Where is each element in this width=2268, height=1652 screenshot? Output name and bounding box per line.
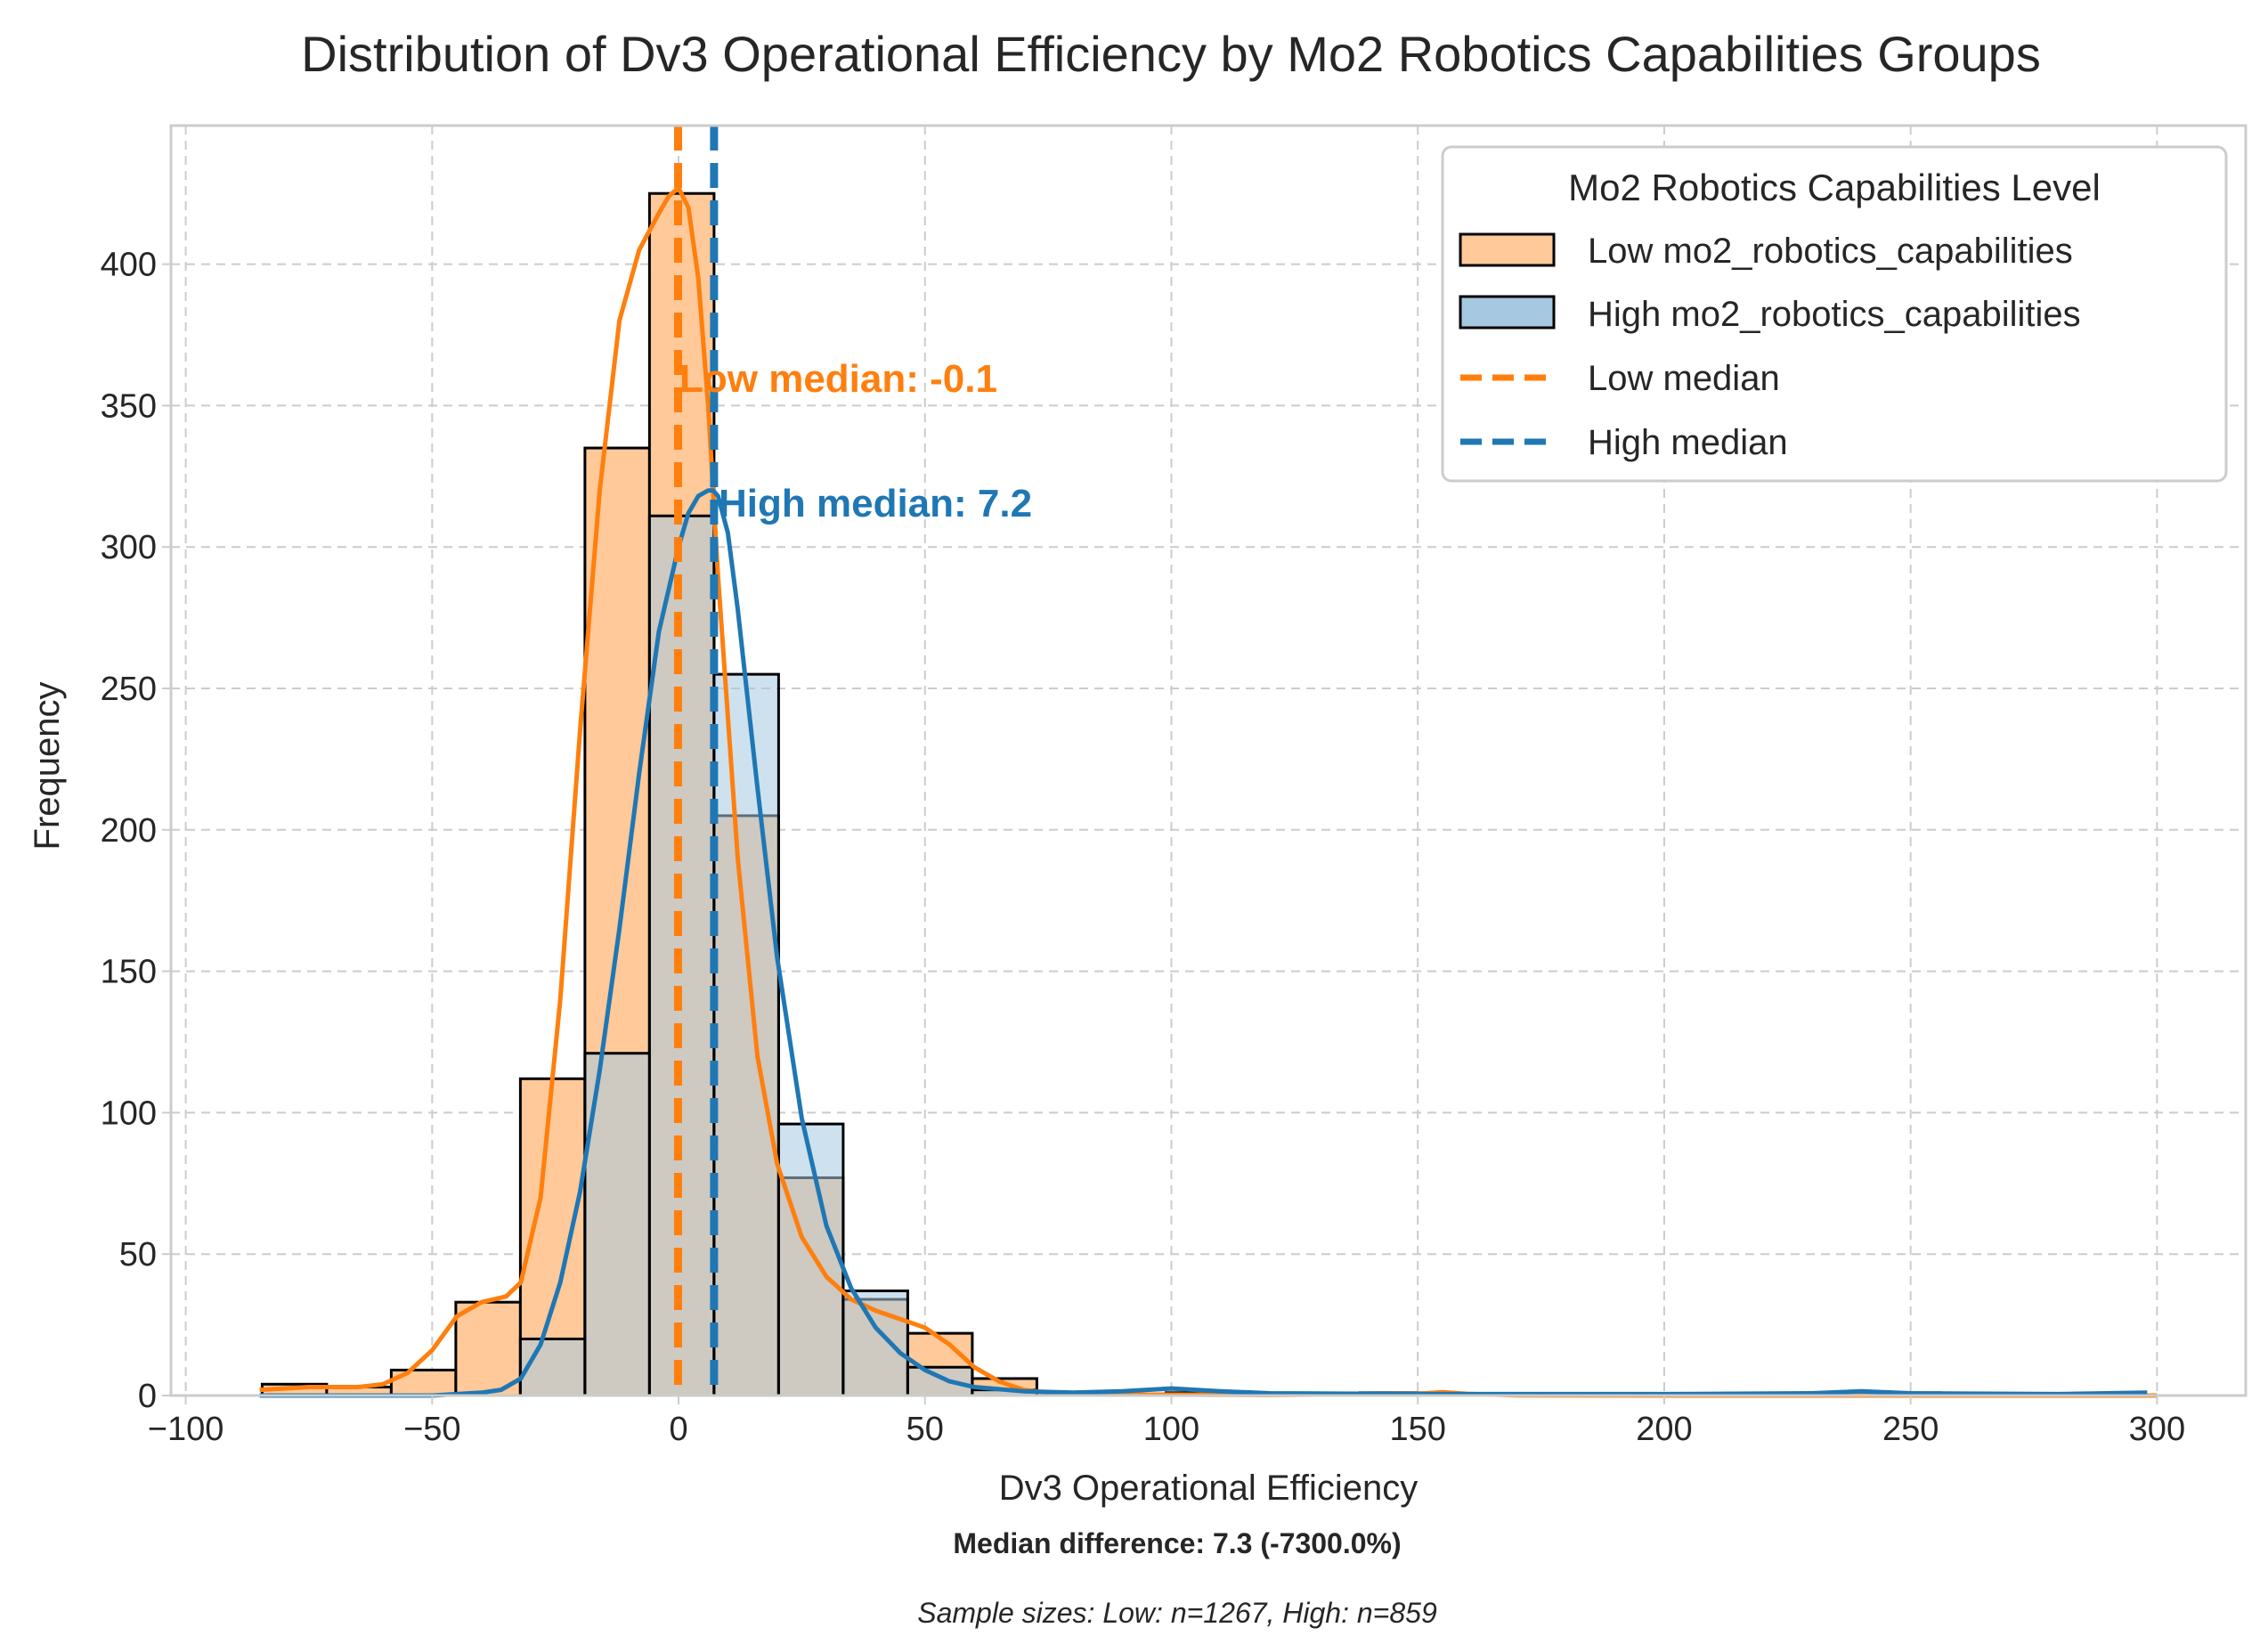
x-tick-label: 250	[1882, 1411, 1939, 1448]
high-kde-curve	[259, 488, 2148, 1398]
chart-title: Distribution of Dv3 Operational Efficien…	[301, 26, 2041, 82]
high-bar	[518, 1337, 587, 1397]
sample-sizes-note: Sample sizes: Low: n=1267, High: n=859	[917, 1597, 1437, 1629]
legend-label-high: High mo2_robotics_capabilities	[1588, 295, 2081, 334]
legend-swatch-high	[1459, 295, 1556, 330]
high-bar	[583, 1052, 651, 1397]
x-tick-label: 100	[1143, 1411, 1199, 1448]
median-lines	[673, 126, 719, 1396]
y-tick-label: 50	[119, 1236, 157, 1274]
high-bar	[712, 672, 780, 1397]
y-tick-label: 100	[101, 1095, 157, 1132]
y-ticks: 0 50 100 150 200 250 300 350 400	[101, 247, 171, 1415]
legend-box	[1441, 145, 2228, 483]
x-tick-label: 150	[1390, 1411, 1446, 1448]
legend-title: Mo2 Robotics Capabilities Level	[1568, 167, 2101, 208]
low-median-annotation: Low median: -0.1	[679, 357, 997, 401]
plot-frame	[169, 124, 2248, 1397]
x-tick-label: 0	[669, 1411, 687, 1448]
y-tick-label: 400	[101, 247, 157, 284]
y-tick-label: 200	[101, 812, 157, 850]
low-bar	[454, 1300, 522, 1397]
y-tick-label: 300	[101, 529, 157, 566]
high-median-annotation: High median: 7.2	[719, 482, 1032, 525]
x-axis-label: Dv3 Operational Efficiency	[999, 1469, 1419, 1508]
y-tick-label: 0	[138, 1378, 157, 1415]
legend-label-low-median: Low median	[1588, 359, 1780, 398]
x-tick-label: −100	[148, 1411, 224, 1448]
y-tick-label: 350	[101, 387, 157, 425]
y-tick-label: 150	[101, 954, 157, 991]
high-bar	[906, 1365, 974, 1397]
x-tick-label: 50	[906, 1411, 944, 1448]
legend-swatch-low	[1459, 232, 1556, 267]
legend-label-low: Low mo2_robotics_capabilities	[1588, 232, 2073, 271]
x-tick-label: −50	[403, 1411, 460, 1448]
y-axis-label: Frequency	[28, 682, 67, 850]
high-bar	[841, 1289, 909, 1397]
legend: Mo2 Robotics Capabilities Level Low mo2_…	[1441, 145, 2228, 483]
high-bar	[776, 1122, 845, 1397]
legend-label-high-median: High median	[1588, 423, 1788, 462]
median-difference-note: Median difference: 7.3 (-7300.0%)	[953, 1527, 1401, 1559]
y-tick-label: 250	[101, 671, 157, 708]
x-tick-label: 200	[1636, 1411, 1692, 1448]
x-tick-label: 300	[2129, 1411, 2185, 1448]
x-ticks: −100 −50 0 50 100 150 200 250 300	[148, 1396, 2185, 1448]
high-bars	[518, 514, 1942, 1397]
